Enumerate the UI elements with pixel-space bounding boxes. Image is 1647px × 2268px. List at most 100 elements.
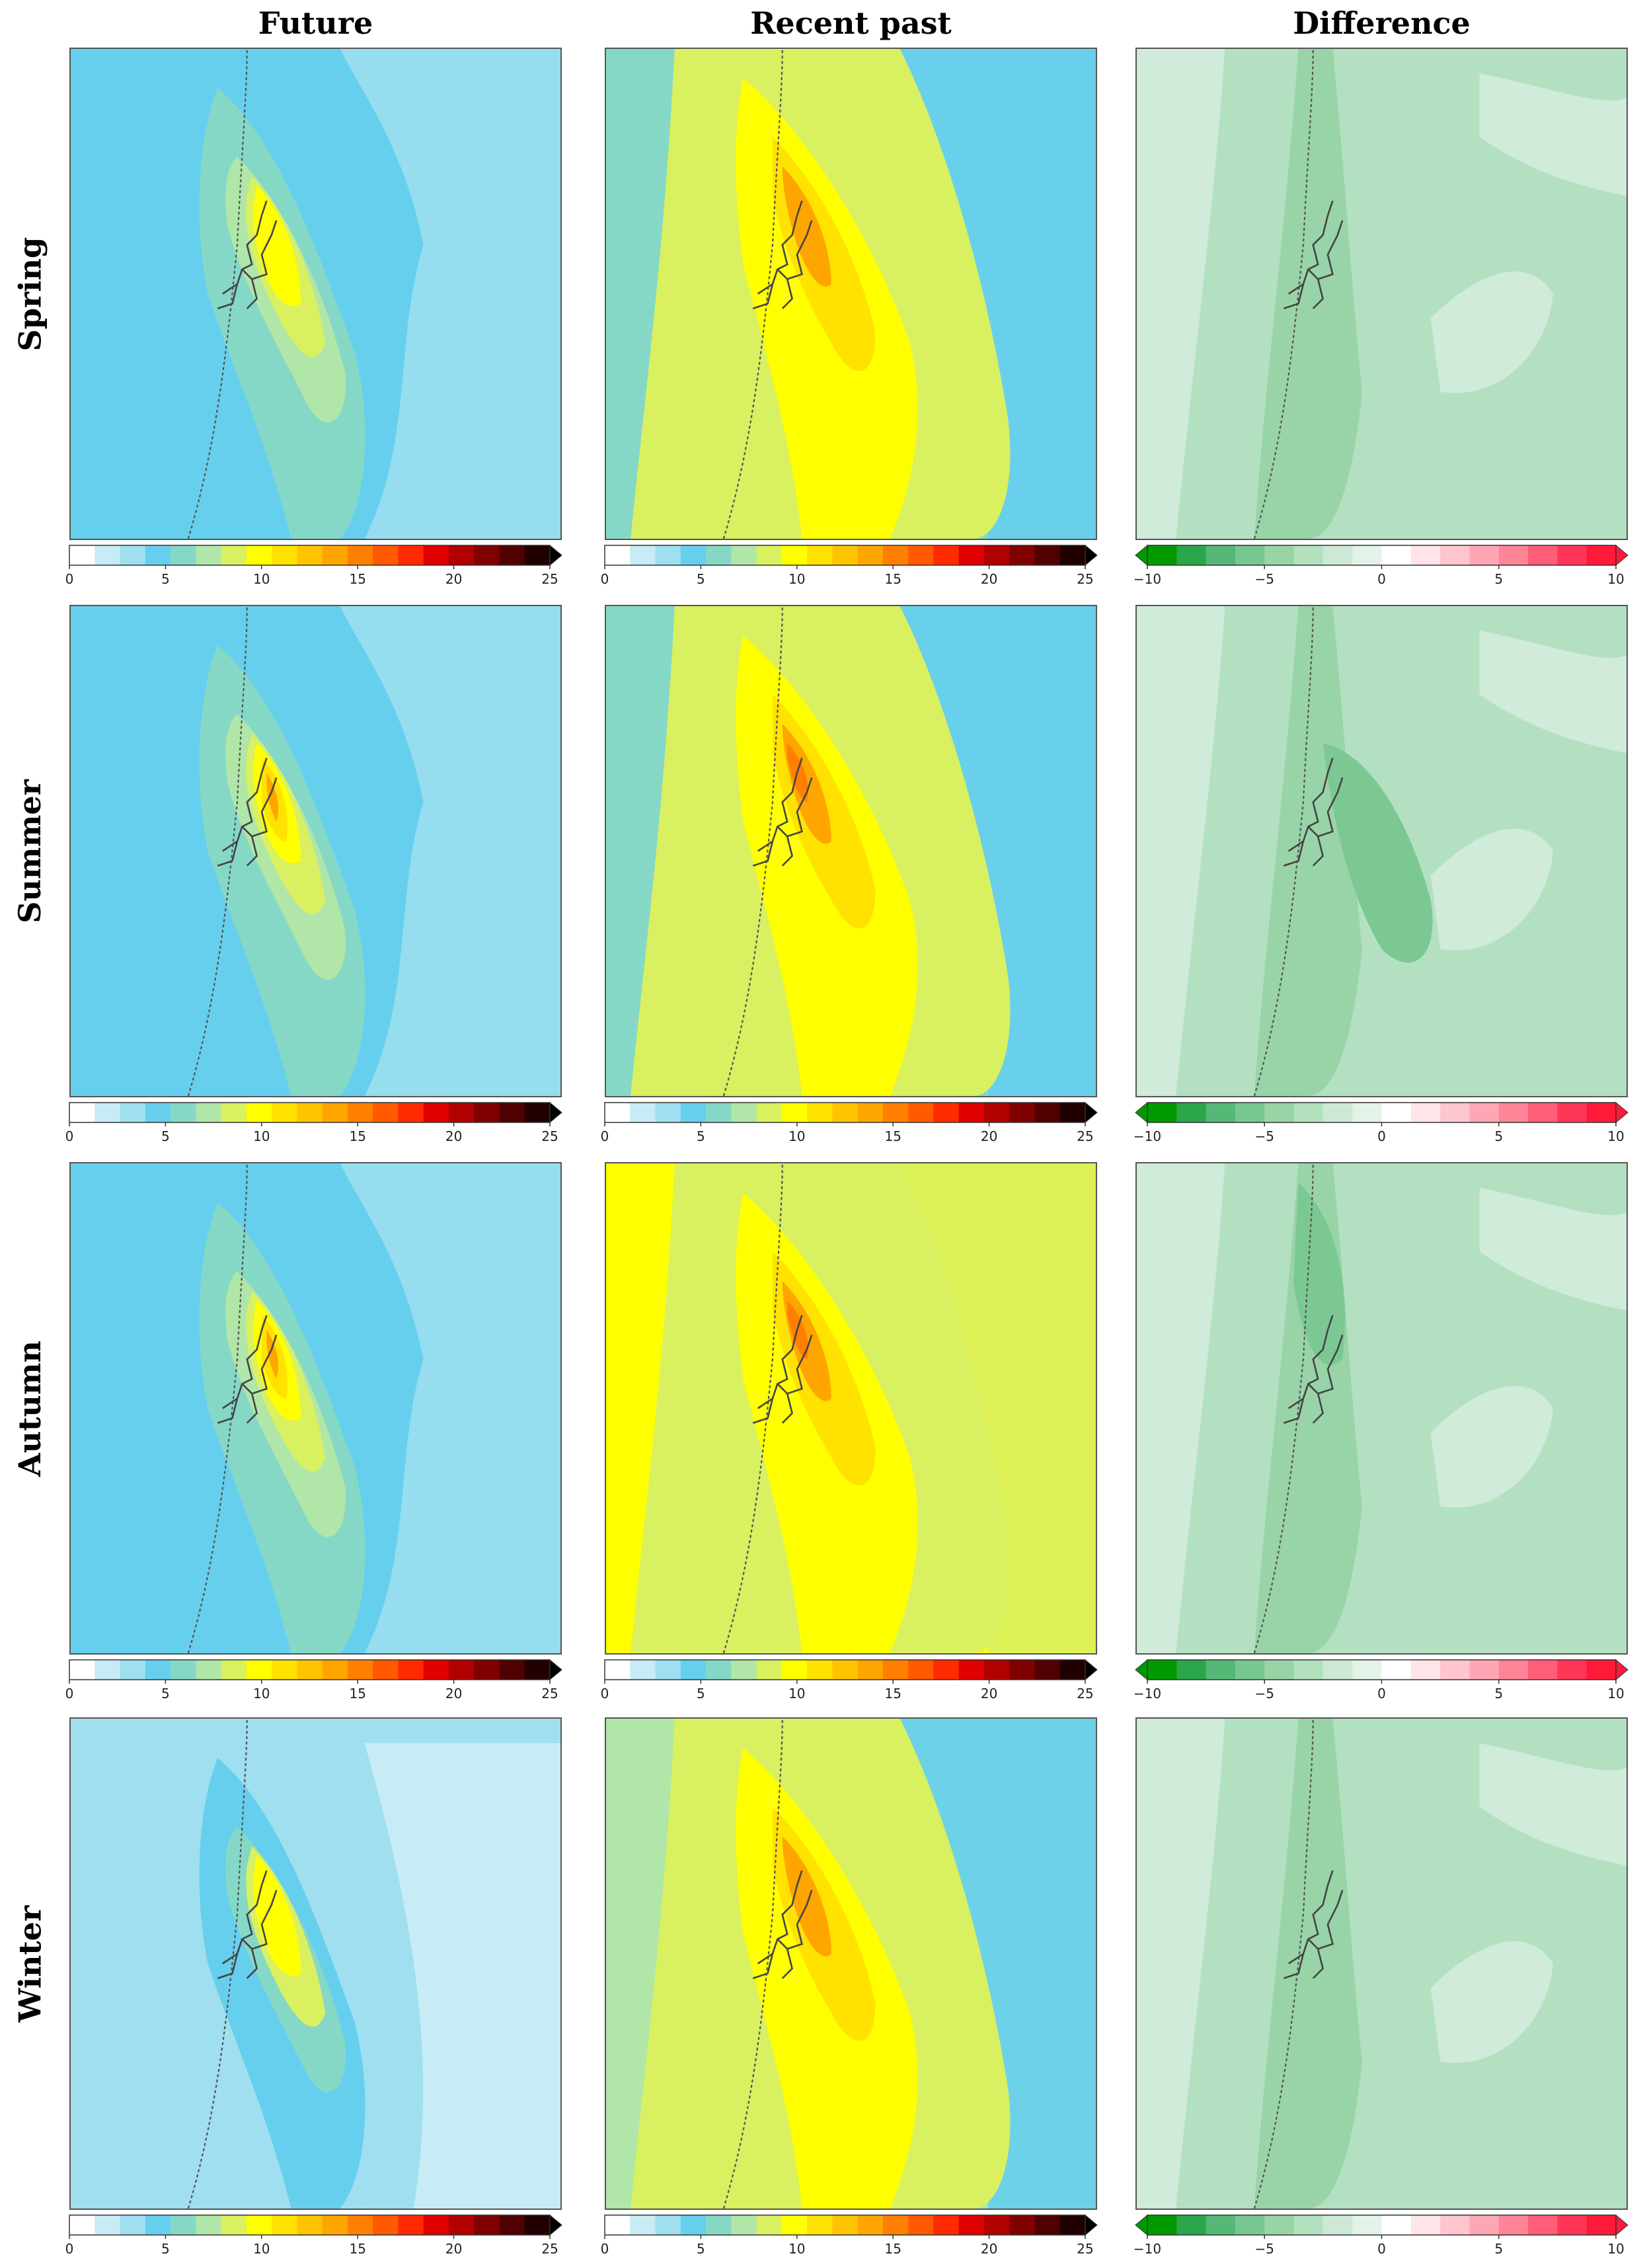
colorbar-segment	[1293, 545, 1324, 565]
colorbar-segment	[958, 545, 985, 565]
colorbar-container: −10 −5 0 5 10	[1133, 544, 1628, 587]
colorbar-container: 0 5 10 15 20 25	[601, 2214, 1098, 2257]
colorbar-segment	[95, 1103, 121, 1122]
colorbar-segment	[1352, 2215, 1382, 2235]
colorbar-segment	[221, 1660, 247, 1680]
colorbar-tick-label: 10	[253, 2241, 270, 2257]
colorbar-segment	[1147, 545, 1177, 565]
colorbar-segment	[1498, 1660, 1529, 1680]
colorbar-tick-label: −5	[1255, 2241, 1274, 2257]
colorbar-tick-label: 25	[541, 1686, 558, 1701]
colorbar-difference: −10 −5 0 5 10	[1133, 544, 1628, 587]
colorbar-segment	[398, 1103, 424, 1122]
colorbar-segment	[605, 1660, 631, 1680]
map-panel-summer-future: 0 5 10 15 20 25	[65, 605, 562, 1144]
contour-map-graphic	[606, 606, 1096, 1096]
colorbar-tick-label: 20	[981, 2241, 997, 2257]
colorbar-segment	[1381, 545, 1412, 565]
colorbar-segment	[1322, 545, 1353, 565]
colorbar-segment	[145, 2215, 171, 2235]
colorbar-segment	[1147, 1660, 1177, 1680]
colorbar-tick-label: 10	[788, 571, 805, 587]
row-title-spring: Spring	[12, 237, 48, 351]
colorbar-tick-label: 0	[65, 2241, 74, 2257]
colorbar-absolute: 0 5 10 15 20 25	[65, 2214, 562, 2257]
colorbar-tick-label: 5	[161, 2241, 170, 2257]
colorbar-frame	[69, 1102, 551, 1123]
map-panel-autumn-difference: −10 −5 0 5 10	[1133, 1162, 1628, 1701]
colorbar-segment	[781, 1660, 808, 1680]
contour-map-graphic	[606, 1719, 1096, 2209]
colorbar-tick-label: 15	[884, 2241, 901, 2257]
colorbar-tick-label: 25	[1077, 571, 1093, 587]
colorbar-tick-label: 0	[601, 1128, 609, 1144]
colorbar-tick-label: 0	[65, 1686, 74, 1701]
colorbar-frame	[604, 2214, 1086, 2236]
colorbar-segment	[1410, 545, 1441, 565]
colorbar-segment	[630, 2215, 656, 2235]
colorbar-segment	[680, 1103, 707, 1122]
colorbar-segment	[246, 2215, 272, 2235]
contour-map	[69, 48, 562, 540]
colorbar-segment	[1352, 1660, 1382, 1680]
colorbar-tick-label: 10	[253, 1686, 270, 1701]
colorbar-segment	[933, 2215, 960, 2235]
colorbar-segment	[297, 2215, 323, 2235]
colorbar-segment	[983, 1103, 1010, 1122]
colorbar-tick-label: 10	[788, 2241, 805, 2257]
colorbar-segment	[832, 545, 859, 565]
colorbar-segment	[499, 2215, 525, 2235]
colorbar-segment	[1586, 545, 1617, 565]
colorbar-segment	[605, 1103, 631, 1122]
colorbar-frame	[604, 1659, 1086, 1680]
colorbar-segment	[1440, 545, 1470, 565]
colorbar-segment	[756, 2215, 783, 2235]
contour-map-graphic	[71, 606, 560, 1096]
colorbar-segment	[322, 1103, 348, 1122]
colorbar-segment	[524, 1660, 551, 1680]
colorbar-segment	[499, 1103, 525, 1122]
colorbar-max-arrow	[1085, 544, 1098, 567]
colorbar-segment	[1235, 1103, 1265, 1122]
colorbar-segment	[832, 1660, 859, 1680]
colorbar-tick-label: 25	[541, 571, 558, 587]
colorbar-segment	[398, 1660, 424, 1680]
colorbar-tick-label: −10	[1133, 1686, 1161, 1701]
colorbar-segment	[69, 2215, 95, 2235]
colorbar-tick-label: 5	[161, 571, 170, 587]
colorbar-segment	[731, 2215, 757, 2235]
colorbar-segment	[69, 1660, 95, 1680]
colorbar-segment	[246, 545, 272, 565]
colorbar-segment	[423, 1660, 449, 1680]
colorbar-segment	[69, 545, 95, 565]
colorbar-segment	[1322, 1103, 1353, 1122]
colorbar-segment	[1059, 545, 1086, 565]
colorbar-min-arrow	[1135, 1101, 1148, 1124]
colorbar-segment	[882, 2215, 909, 2235]
colorbar-segment	[1235, 1660, 1265, 1680]
colorbar-segment	[630, 545, 656, 565]
colorbar-segment	[807, 1660, 833, 1680]
colorbar-segment	[1381, 1660, 1412, 1680]
colorbar-segment	[933, 1660, 960, 1680]
colorbar-segment	[1498, 2215, 1529, 2235]
colorbar-segment	[120, 2215, 146, 2235]
colorbar-segment	[246, 1103, 272, 1122]
colorbar-segment	[196, 545, 222, 565]
colorbar-frame	[69, 545, 551, 566]
colorbar-absolute: 0 5 10 15 20 25	[65, 544, 562, 587]
colorbar-segment	[756, 1103, 783, 1122]
colorbar-segment	[145, 1103, 171, 1122]
column-title-recent-past: Recent past	[750, 5, 952, 41]
colorbar-max-arrow	[549, 2214, 562, 2236]
colorbar-segment	[655, 1103, 681, 1122]
colorbar-segment	[1440, 1660, 1470, 1680]
colorbar-segment	[1059, 1103, 1086, 1122]
colorbar-segment	[1009, 2215, 1035, 2235]
colorbar-segment	[297, 545, 323, 565]
colorbar-segment	[1206, 1660, 1236, 1680]
colorbar-min-arrow	[1135, 2214, 1148, 2236]
colorbar-segment	[933, 545, 960, 565]
colorbar-segment	[1410, 2215, 1441, 2235]
colorbar-segment	[448, 2215, 475, 2235]
